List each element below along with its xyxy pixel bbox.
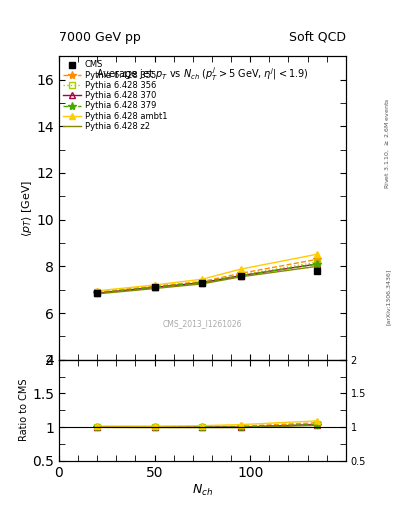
Pythia 6.428 ambt1 [95, 288, 99, 294]
Text: Average jet $p_T$ vs $N_{ch}$ ($p_T^{j}$$>$5 GeV, $\eta^{j}|$$<$1.9): Average jet $p_T$ vs $N_{ch}$ ($p_T^{j}$… [96, 66, 309, 83]
Line: CMS: CMS [94, 268, 320, 296]
Line: Pythia 6.428 379: Pythia 6.428 379 [93, 260, 321, 297]
Text: Rivet 3.1.10, $\geq$ 2.6M events: Rivet 3.1.10, $\geq$ 2.6M events [384, 98, 391, 189]
CMS [238, 272, 243, 279]
Line: Pythia 6.428 355: Pythia 6.428 355 [93, 255, 321, 296]
Pythia 6.428 370 [95, 290, 99, 296]
Pythia 6.428 379 [315, 261, 320, 267]
Pythia 6.428 356 [95, 289, 99, 295]
Pythia 6.428 370 [315, 261, 320, 267]
Pythia 6.428 z2 [152, 285, 157, 291]
Pythia 6.428 ambt1 [238, 266, 243, 272]
Pythia 6.428 356 [315, 259, 320, 265]
Pythia 6.428 355 [200, 279, 205, 285]
CMS [200, 280, 205, 286]
Line: Pythia 6.428 356: Pythia 6.428 356 [94, 260, 320, 295]
Pythia 6.428 ambt1 [200, 276, 205, 282]
Pythia 6.428 356 [238, 272, 243, 278]
Pythia 6.428 370 [200, 280, 205, 286]
Line: Pythia 6.428 370: Pythia 6.428 370 [94, 261, 320, 296]
Pythia 6.428 379 [200, 280, 205, 286]
Pythia 6.428 z2 [238, 274, 243, 280]
Pythia 6.428 379 [238, 272, 243, 279]
Text: 7000 GeV pp: 7000 GeV pp [59, 31, 141, 44]
Legend: CMS, Pythia 6.428 355, Pythia 6.428 356, Pythia 6.428 370, Pythia 6.428 379, Pyt: CMS, Pythia 6.428 355, Pythia 6.428 356,… [61, 59, 169, 133]
Pythia 6.428 z2 [315, 263, 320, 269]
Y-axis label: $\langle p_T \rangle$ [GeV]: $\langle p_T \rangle$ [GeV] [20, 179, 33, 237]
Pythia 6.428 370 [152, 284, 157, 290]
Pythia 6.428 ambt1 [152, 282, 157, 288]
Pythia 6.428 355 [95, 289, 99, 295]
Line: Pythia 6.428 ambt1: Pythia 6.428 ambt1 [94, 251, 320, 293]
Line: Pythia 6.428 z2: Pythia 6.428 z2 [97, 266, 317, 294]
Pythia 6.428 356 [200, 279, 205, 285]
CMS [95, 290, 99, 296]
Text: CMS_2013_I1261026: CMS_2013_I1261026 [163, 319, 242, 328]
Pythia 6.428 379 [95, 290, 99, 296]
CMS [315, 268, 320, 274]
X-axis label: $N_{ch}$: $N_{ch}$ [192, 482, 213, 498]
Text: Soft QCD: Soft QCD [289, 31, 346, 44]
Pythia 6.428 z2 [200, 281, 205, 287]
Y-axis label: Ratio to CMS: Ratio to CMS [19, 379, 29, 441]
Pythia 6.428 ambt1 [315, 251, 320, 257]
Pythia 6.428 370 [238, 272, 243, 279]
CMS [152, 284, 157, 290]
Pythia 6.428 356 [152, 284, 157, 290]
Text: [arXiv:1306.3436]: [arXiv:1306.3436] [386, 269, 391, 325]
Pythia 6.428 355 [152, 283, 157, 289]
Pythia 6.428 379 [152, 284, 157, 290]
Pythia 6.428 355 [315, 257, 320, 263]
Pythia 6.428 355 [238, 270, 243, 276]
Pythia 6.428 z2 [95, 291, 99, 297]
